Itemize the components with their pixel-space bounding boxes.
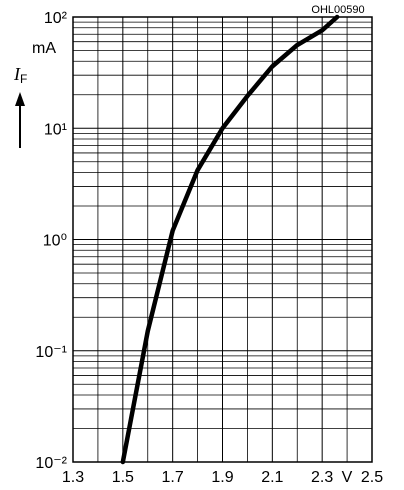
y-label-subscript: F bbox=[20, 72, 27, 86]
x-unit: V bbox=[342, 469, 353, 486]
x-tick-label: 2.3 bbox=[311, 469, 333, 486]
x-tick-label: 2.5 bbox=[361, 469, 383, 486]
y-arrow-head bbox=[15, 92, 25, 106]
x-tick-label: 1.3 bbox=[62, 469, 84, 486]
x-tick-label: 1.5 bbox=[112, 469, 134, 486]
x-tick-label: 2.1 bbox=[261, 469, 283, 486]
y-label-symbol: I bbox=[13, 64, 21, 84]
y-tick-label: 10⁻¹ bbox=[35, 344, 67, 361]
y-unit: mA bbox=[32, 40, 56, 57]
y-tick-label: 10⁻² bbox=[35, 455, 67, 472]
x-tick-label: 1.9 bbox=[211, 469, 233, 486]
y-label: IF bbox=[13, 64, 27, 86]
x-tick-label: 1.7 bbox=[162, 469, 184, 486]
y-tick-label: 10⁰ bbox=[43, 233, 67, 250]
figure-code: OHL00590 bbox=[311, 4, 364, 16]
y-tick-label: 10² bbox=[44, 10, 68, 27]
curve bbox=[120, 14, 340, 465]
plot-frame bbox=[72, 16, 373, 463]
y-tick-label: 10¹ bbox=[44, 121, 67, 138]
